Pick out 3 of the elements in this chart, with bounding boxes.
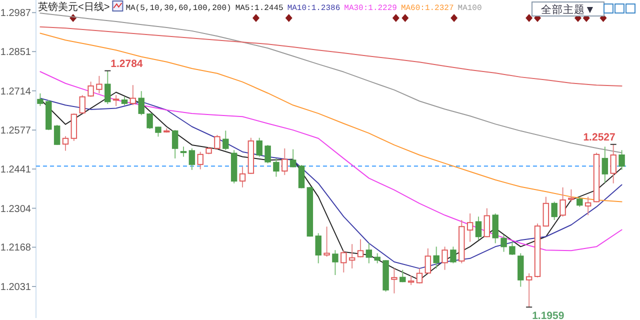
title: 英镑美元<日线>: [38, 2, 110, 13]
subtitle: MA(5,10,30,60,100,200): [126, 4, 232, 13]
annotation: 全部主题▼: [540, 4, 596, 16]
